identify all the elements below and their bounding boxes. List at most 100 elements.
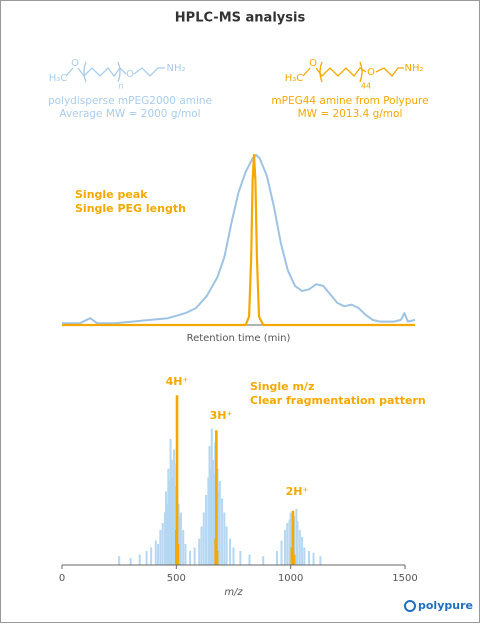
spectrum-peak (178, 516, 181, 565)
spectrum-peak (165, 491, 168, 565)
spectrum-peak (198, 538, 201, 565)
spectrum-peak (215, 551, 219, 565)
spectrum-peak (138, 554, 141, 565)
spectrum-peak (210, 428, 213, 565)
spectrum-peak (154, 540, 157, 565)
spectrum-peak (173, 449, 176, 565)
molecule-1-bonds (65, 61, 165, 83)
spectrum-peak (167, 468, 170, 565)
spectrum-peak (129, 558, 132, 565)
x-tick-label: 0 (59, 573, 65, 584)
spectrum-peak (283, 530, 286, 565)
molecule-2-bonds (302, 61, 404, 83)
annotation: Single PEG length (75, 202, 186, 215)
spectrum-peak (303, 547, 306, 565)
annotation: Single m/z (250, 380, 314, 393)
molecule-label: 44 (361, 82, 371, 91)
x-tick-label: 500 (167, 573, 186, 584)
annotation: Single peak (75, 188, 148, 201)
peak-label: 2H⁺ (286, 485, 309, 498)
spectrum-peak (176, 544, 180, 565)
spectrum-peak (193, 547, 196, 565)
spectrum-peak (221, 498, 224, 565)
spectrum-peak (177, 503, 180, 565)
spectrum-peak (296, 521, 299, 565)
series-line (62, 154, 416, 325)
spectrum-peak (217, 491, 220, 565)
spectrum-peak (292, 554, 296, 565)
molecule-label: O (71, 58, 79, 69)
spectrum-peak (179, 512, 182, 565)
logo-icon (404, 600, 416, 612)
spectrum-peak (248, 554, 251, 565)
spectrum-peak (200, 526, 203, 565)
molecule-label: NH₂ (404, 63, 423, 74)
spectrum-peak (218, 481, 221, 565)
spectrum-peak (161, 523, 164, 565)
spectrum-peak (280, 540, 283, 565)
molecule-label: H₃C (285, 73, 304, 84)
spectrum-peak (202, 512, 205, 565)
spectrum-peak (159, 530, 162, 565)
spectrum-peak (184, 544, 187, 565)
spectrum-peak (211, 460, 214, 565)
logo: polypure (418, 599, 473, 612)
spectrum-peak (239, 551, 242, 565)
spectrum-peak (169, 439, 172, 565)
spectrum-peak (182, 530, 185, 565)
spectrum-peak (215, 430, 218, 565)
annotation: Clear fragmentation pattern (250, 394, 426, 407)
spectrum-peak (150, 547, 153, 565)
x-axis-label: m/z (224, 587, 243, 598)
spectrum-peak (189, 551, 192, 565)
spectrum-peak (171, 477, 174, 565)
molecule-label: H₃C (49, 73, 68, 84)
spectrum-peak (312, 552, 315, 565)
spectrum-peak (168, 481, 171, 565)
peak-label: 3H⁺ (210, 409, 233, 422)
spectrum-peak (209, 468, 212, 565)
title: HPLC-MS analysis (175, 11, 306, 26)
x-axis-label: Retention time (min) (187, 333, 291, 344)
molecule-label: O (126, 69, 134, 80)
spectrum-peak (207, 477, 210, 565)
x-tick-label: 1000 (278, 573, 303, 584)
spectrum-peak (213, 474, 216, 565)
molecule-caption: Average MW = 2000 g/mol (59, 108, 200, 120)
molecule-caption: MW = 2013.4 g/mol (298, 108, 403, 120)
spectrum-peak (205, 495, 208, 565)
spectrum-peak (295, 509, 298, 565)
x-tick-label: 1500 (392, 573, 417, 584)
spectrum-peak (275, 551, 278, 565)
spectrum-peak (229, 538, 232, 565)
spectrum-peak (262, 556, 265, 565)
spectrum-peak (174, 486, 177, 565)
spectrum-peak (170, 460, 173, 565)
molecule-label: n (118, 82, 123, 91)
spectrum-peak (166, 503, 169, 565)
spectrum-peak (118, 556, 121, 565)
spectrum-peak (157, 544, 160, 565)
spectrum-peak (145, 551, 148, 565)
spectrum-peak (307, 551, 310, 565)
series-line (62, 153, 415, 327)
spectrum-peak (291, 510, 295, 565)
spectrum-peak (175, 395, 179, 565)
spectrum-peak (289, 512, 292, 565)
spectrum-peak (232, 547, 235, 565)
spectrum-peak (286, 523, 289, 565)
peak-label: 4H⁺ (166, 375, 189, 388)
molecule-label: O (367, 67, 375, 78)
spectrum-peak (298, 530, 301, 565)
spectrum-peak (288, 519, 291, 565)
spectrum-peak (225, 526, 228, 565)
molecule-label: NH₂ (166, 63, 185, 74)
molecule-label: O (309, 58, 317, 69)
spectrum-peak (301, 537, 304, 565)
spectrum-peak (319, 556, 322, 565)
molecule-caption: polydisperse mPEG2000 amine (48, 95, 212, 107)
spectrum-peak (223, 512, 226, 565)
spectrum-peak (163, 512, 166, 565)
